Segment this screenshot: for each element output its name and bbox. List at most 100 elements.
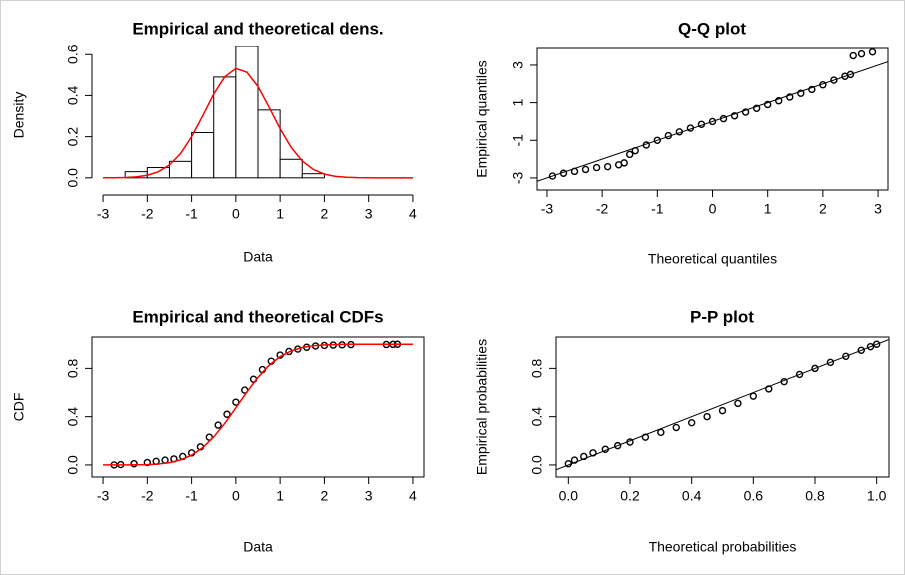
point (765, 385, 773, 393)
histogram-bar (168, 160, 193, 179)
plot-area (537, 48, 888, 182)
histogram-bar (301, 173, 325, 179)
y-tick-label: 1 (510, 99, 526, 107)
x-tick-label: 2 (321, 206, 329, 222)
point (703, 412, 711, 421)
panel: Q-Q plot Theoretical quantiles Empirical q… (474, 19, 889, 267)
point (819, 81, 827, 89)
point (205, 433, 214, 441)
x-tick-label: 4 (409, 488, 417, 504)
point (672, 423, 680, 432)
point (797, 89, 805, 97)
theoretical-curve (103, 343, 413, 466)
point (866, 342, 875, 351)
point (130, 460, 138, 468)
point (780, 377, 788, 386)
plot-box (91, 336, 425, 478)
x-tick-label: 3 (365, 206, 373, 222)
point (842, 352, 850, 361)
plot-area (556, 338, 889, 471)
x-tick-label: 1.0 (867, 488, 887, 504)
point (849, 51, 857, 60)
point (620, 159, 628, 167)
panel-title: Empirical and theoretical dens. (132, 19, 383, 38)
x-tick-label: -1 (651, 201, 664, 217)
point (559, 169, 568, 177)
plot-box (555, 336, 890, 478)
point (872, 340, 881, 348)
point (601, 445, 610, 453)
reference-line (537, 61, 888, 182)
point (589, 449, 597, 457)
point (564, 460, 573, 468)
x-tick-label: -3 (97, 206, 110, 222)
x-tick-label: 0.6 (744, 488, 764, 504)
y-tick-label: 0.0 (65, 455, 81, 475)
y-tick-label: 0.0 (65, 168, 81, 188)
point (786, 93, 794, 101)
point (214, 421, 222, 429)
x-tick-label: 0.4 (682, 488, 702, 504)
x-tick-label: -2 (141, 488, 154, 504)
point (808, 85, 816, 94)
histogram-bar (257, 109, 281, 179)
point (697, 120, 706, 128)
x-tick-label: -1 (185, 206, 198, 222)
x-tick-label: -3 (541, 201, 554, 217)
y-tick-label: -1 (510, 134, 526, 147)
y-tick-label: 0.2 (65, 127, 81, 147)
histogram-bar (191, 132, 215, 179)
point (657, 428, 665, 437)
point (752, 104, 761, 112)
panel: P-P plot Theoretical probabilities Empiric… (474, 307, 890, 555)
point (285, 347, 293, 356)
x-tick-label: 0.8 (805, 488, 825, 504)
point (626, 150, 634, 159)
x-tick-label: 2 (321, 488, 329, 504)
point (641, 433, 650, 441)
panel-title: Q-Q plot (678, 19, 746, 38)
y-tick-label: 0.0 (529, 455, 545, 475)
x-axis-label: Data (243, 539, 273, 555)
x-tick-label: 4 (409, 206, 417, 222)
point (857, 346, 865, 354)
point (857, 49, 866, 58)
y-axis-label: Density (11, 92, 27, 139)
point (570, 456, 579, 464)
point (232, 398, 240, 406)
theoretical-curve (103, 67, 413, 179)
x-tick-label: 3 (365, 488, 373, 504)
y-tick-label: 0.4 (65, 85, 81, 105)
y-tick-label: 3 (510, 61, 526, 69)
point (795, 370, 804, 379)
point (730, 112, 739, 120)
x-tick-label: -2 (596, 201, 609, 217)
x-axis-label: Data (243, 249, 273, 265)
y-tick-label: 0.4 (529, 407, 545, 427)
x-tick-label: -3 (97, 488, 110, 504)
point (749, 392, 758, 400)
x-tick-label: 0.0 (559, 488, 579, 504)
point (811, 364, 819, 373)
point (223, 410, 231, 418)
point (664, 131, 673, 140)
x-tick-label: 2 (819, 201, 827, 217)
histogram-bar (213, 76, 237, 179)
point (734, 399, 742, 408)
y-axis-label: Empirical probabilities (474, 339, 490, 475)
x-tick-label: 0 (232, 206, 240, 222)
panel-title: Empirical and theoretical CDFs (132, 307, 383, 326)
x-tick-label: -1 (185, 488, 198, 504)
point (675, 128, 684, 136)
point (826, 358, 835, 367)
point (687, 418, 696, 427)
point (763, 100, 772, 109)
panel-title: P-P plot (690, 307, 754, 326)
y-tick-label: 0.6 (65, 44, 81, 64)
x-tick-label: 1 (276, 206, 284, 222)
y-tick-label: 0.4 (65, 407, 81, 427)
point (719, 114, 728, 123)
x-tick-label: 1 (764, 201, 772, 217)
